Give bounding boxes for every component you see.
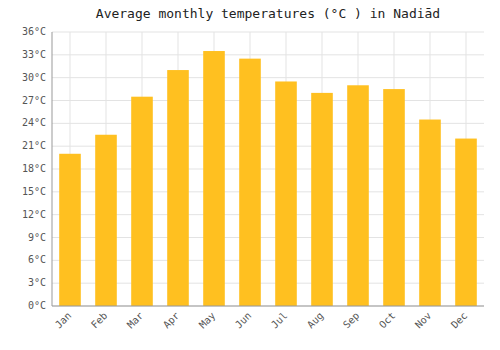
x-tick-label: May (197, 310, 218, 331)
bar (419, 120, 441, 306)
grid (52, 32, 484, 306)
y-grid-line (52, 100, 484, 101)
x-tick-label: Mar (125, 310, 146, 331)
bar (203, 51, 225, 306)
bar (383, 89, 405, 306)
chart-container: 0°C 3°C 6°C 9°C 12°C 15°C 18°C 21°C 24°C 27°C 30°C… (0, 0, 500, 350)
y-grid-line (52, 32, 484, 33)
x-tick-label: Feb (89, 310, 110, 331)
x-axis-line (52, 306, 484, 307)
y-tick-label: 30°C (22, 72, 46, 83)
bar (95, 135, 117, 306)
bar (347, 85, 369, 306)
y-grid-line (52, 54, 484, 55)
y-tick-label: 12°C (22, 209, 46, 220)
y-tick-label: 6°C (28, 254, 46, 265)
y-tick-label: 9°C (28, 232, 46, 243)
y-grid-line (52, 77, 484, 78)
x-tick-label: Jun (233, 310, 254, 331)
x-tick-label: Oct (377, 310, 398, 331)
y-tick-label: 36°C (22, 26, 46, 37)
bar (131, 97, 153, 306)
x-tick-label: Jul (269, 310, 290, 331)
y-tick-label: 15°C (22, 186, 46, 197)
y-tick-label: 21°C (22, 140, 46, 151)
x-tick-label: Jan (53, 310, 74, 331)
bar (239, 59, 261, 306)
chart: 0°C 3°C 6°C 9°C 12°C 15°C 18°C 21°C 24°C 27°C 30°C… (0, 0, 500, 350)
x-tick-label: Apr (161, 310, 182, 331)
bar (311, 93, 333, 306)
y-tick-label: 18°C (22, 163, 46, 174)
bar (59, 154, 81, 306)
axes: 0°C 3°C 6°C 9°C 12°C 15°C 18°C 21°C 24°C 27°C 30°C… (22, 26, 484, 330)
title: Average monthly temperatures (°C ) in Na… (96, 6, 440, 21)
bar (275, 81, 297, 306)
y-grid-line (52, 306, 484, 307)
x-tick-label: Aug (305, 310, 326, 331)
x-tick-label: Dec (449, 310, 470, 331)
x-tick-label: Sep (341, 310, 362, 331)
y-tick-label: 3°C (28, 277, 46, 288)
y-axis-line (52, 32, 53, 306)
bar (167, 70, 189, 306)
x-tick-label: Nov (413, 310, 434, 331)
bar (455, 139, 477, 306)
y-tick-label: 0°C (28, 300, 46, 311)
y-tick-label: 27°C (22, 95, 46, 106)
y-tick-label: 24°C (22, 117, 46, 128)
bars (59, 51, 477, 306)
y-tick-label: 33°C (22, 49, 46, 60)
